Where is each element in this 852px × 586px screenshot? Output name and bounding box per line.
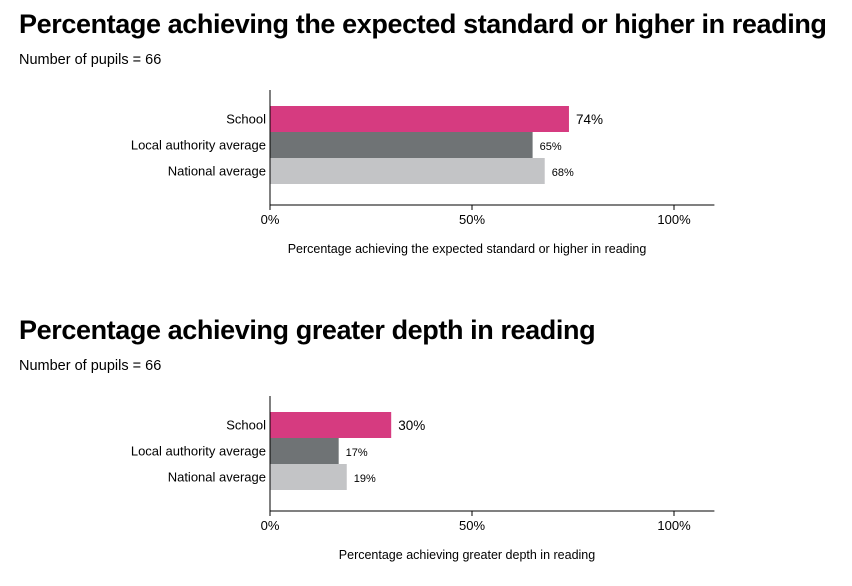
x-axis-title: Percentage achieving the expected standa… xyxy=(288,242,647,256)
bar xyxy=(270,106,569,132)
bar xyxy=(270,132,533,158)
chart-title: Percentage achieving the expected standa… xyxy=(19,9,827,39)
x-tick-label: 50% xyxy=(459,518,485,533)
value-label: 17% xyxy=(346,447,368,459)
x-tick-label: 100% xyxy=(657,212,691,227)
value-label: 68% xyxy=(552,167,574,179)
x-axis-title: Percentage achieving greater depth in re… xyxy=(339,548,595,562)
bar-chart-expected-standard: School 74% Local authority average 65% Natio… xyxy=(131,90,715,256)
number-of-pupils: Number of pupils = 66 xyxy=(19,358,162,374)
category-label: National average xyxy=(168,470,266,485)
x-tick-label: 0% xyxy=(261,212,280,227)
bar xyxy=(270,158,545,184)
value-label: 19% xyxy=(354,473,376,485)
x-tick-label: 100% xyxy=(657,518,691,533)
bar-chart-greater-depth: School 30% Local authority average 17% Natio… xyxy=(131,396,715,562)
chart-section-greater-depth: Percentage achieving greater depth in re… xyxy=(0,306,852,583)
value-label: 30% xyxy=(398,418,425,433)
category-label: School xyxy=(226,418,266,433)
category-label: Local authority average xyxy=(131,138,266,153)
number-of-pupils: Number of pupils = 66 xyxy=(19,52,162,68)
chart-title: Percentage achieving greater depth in re… xyxy=(19,315,596,345)
bar xyxy=(270,412,392,438)
category-label: School xyxy=(226,112,266,127)
value-label: 65% xyxy=(540,141,562,153)
chart-section-expected-standard: Percentage achieving the expected standa… xyxy=(0,0,852,290)
category-label: National average xyxy=(168,164,266,179)
bar xyxy=(270,464,347,490)
x-tick-label: 50% xyxy=(459,212,485,227)
category-label: Local authority average xyxy=(131,444,266,459)
value-label: 74% xyxy=(576,112,603,127)
x-tick-label: 0% xyxy=(261,518,280,533)
bar xyxy=(270,438,339,464)
